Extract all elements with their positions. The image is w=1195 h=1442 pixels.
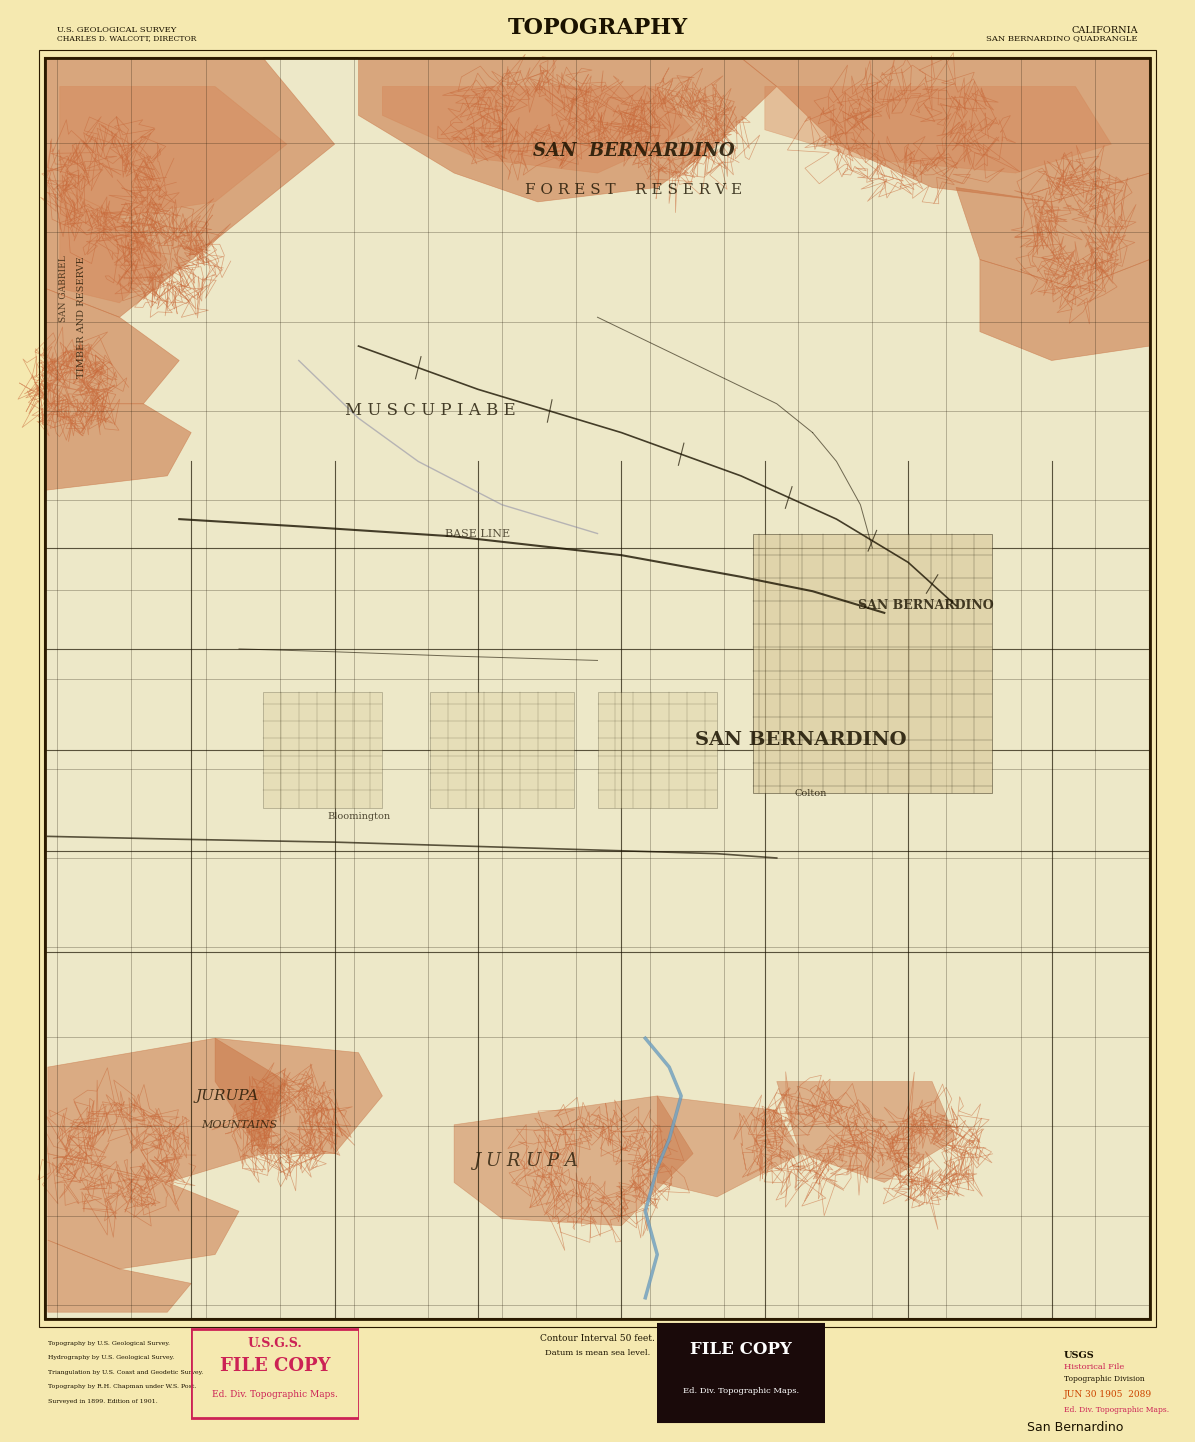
Polygon shape [741,58,1150,202]
Text: F O R E S T    R E S E R V E: F O R E S T R E S E R V E [525,183,742,198]
Text: M U S C U P I A B E: M U S C U P I A B E [345,402,515,420]
Text: JUN 30 1905  2089: JUN 30 1905 2089 [1064,1390,1152,1399]
Text: Historical File: Historical File [1064,1363,1123,1371]
Text: TIMBER AND RESERVE: TIMBER AND RESERVE [76,257,86,378]
Text: CHARLES D. WALCOTT, DIRECTOR: CHARLES D. WALCOTT, DIRECTOR [57,35,197,43]
Polygon shape [48,1038,287,1182]
Text: Topography by R.H. Chapman under W.S. Post.: Topography by R.H. Chapman under W.S. Po… [48,1384,196,1389]
Text: FILE COPY: FILE COPY [690,1341,792,1358]
Polygon shape [60,187,167,303]
Bar [45,58,1150,1319]
Text: Contour Interval 50 feet.: Contour Interval 50 feet. [540,1334,655,1343]
Polygon shape [454,1096,693,1226]
Polygon shape [45,58,335,317]
FancyBboxPatch shape [657,1324,825,1422]
Text: Bloomington: Bloomington [327,812,390,820]
Polygon shape [777,1082,956,1182]
Text: Triangulation by U.S. Coast and Geodetic Survey.: Triangulation by U.S. Coast and Geodetic… [48,1370,203,1374]
Polygon shape [980,260,1150,360]
Text: CALIFORNIA: CALIFORNIA [1071,26,1138,35]
Text: FILE COPY: FILE COPY [220,1357,330,1376]
Polygon shape [765,87,1111,173]
Text: Surveyed in 1899. Edition of 1901.: Surveyed in 1899. Edition of 1901. [48,1399,158,1403]
Polygon shape [60,87,287,216]
Text: Datum is mean sea level.: Datum is mean sea level. [545,1348,650,1357]
Text: U.S. GEOLOGICAL SURVEY: U.S. GEOLOGICAL SURVEY [57,26,177,35]
Polygon shape [45,404,191,490]
Text: SAN GABRIEL: SAN GABRIEL [59,255,68,322]
Polygon shape [48,1240,191,1312]
Text: Ed. Div. Topographic Maps.: Ed. Div. Topographic Maps. [212,1390,338,1399]
Bar [45,58,1150,1319]
Bar [753,534,992,793]
Text: J U R U P A: J U R U P A [473,1152,578,1169]
Text: SAN BERNARDINO QUADRANGLE: SAN BERNARDINO QUADRANGLE [986,35,1138,43]
Text: Hydrography by U.S. Geological Survey.: Hydrography by U.S. Geological Survey. [48,1355,174,1360]
Polygon shape [45,288,179,404]
Text: USGS: USGS [1064,1351,1095,1360]
Text: JURUPA: JURUPA [196,1089,258,1103]
Text: Topographic Division: Topographic Division [1064,1374,1145,1383]
Polygon shape [956,173,1150,288]
Text: U.S.G.S.: U.S.G.S. [247,1337,302,1350]
Text: SAN  BERNARDINO: SAN BERNARDINO [533,143,734,160]
Bar [430,692,574,808]
Bar [598,692,717,808]
Text: Ed. Div. Topographic Maps.: Ed. Div. Topographic Maps. [1064,1406,1169,1415]
Text: Ed. Div. Topographic Maps.: Ed. Div. Topographic Maps. [682,1387,799,1396]
Polygon shape [48,1154,239,1269]
Bar [39,50,1156,1327]
Text: Colton: Colton [795,789,827,797]
Text: SAN BERNARDINO: SAN BERNARDINO [694,731,907,748]
Polygon shape [215,1038,382,1154]
Text: TOPOGRAPHY: TOPOGRAPHY [508,17,687,39]
Text: BASE LINE: BASE LINE [446,529,510,538]
Bar [263,692,382,808]
Text: San Bernardino: San Bernardino [1028,1420,1123,1435]
Text: MOUNTAINS: MOUNTAINS [201,1120,277,1129]
Text: Topography by U.S. Geological Survey.: Topography by U.S. Geological Survey. [48,1341,170,1345]
Polygon shape [382,87,693,173]
Text: SAN BERNARDINO: SAN BERNARDINO [858,598,994,613]
Polygon shape [358,58,777,202]
Polygon shape [657,1096,801,1197]
